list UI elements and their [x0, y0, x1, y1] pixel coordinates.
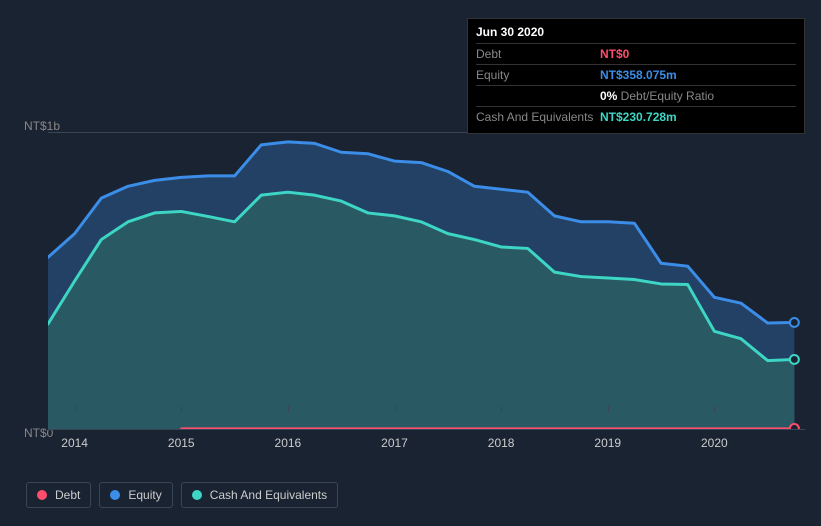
- plot-area[interactable]: [48, 132, 805, 430]
- x-axis-label: 2016: [275, 436, 302, 450]
- x-axis-label: 2014: [61, 436, 88, 450]
- x-axis-label: 2020: [701, 436, 728, 450]
- legend-item-equity[interactable]: Equity: [99, 482, 172, 508]
- x-axis-tick: [395, 406, 396, 412]
- legend-dot: [192, 490, 202, 500]
- tooltip-row-value: NT$230.728m: [600, 110, 796, 124]
- legend-item-debt[interactable]: Debt: [26, 482, 91, 508]
- chart-tooltip: Jun 30 2020 DebtNT$0EquityNT$358.075m0% …: [467, 18, 805, 134]
- x-axis-label: 2019: [594, 436, 621, 450]
- x-axis-tick: [75, 406, 76, 412]
- x-axis-tick: [608, 406, 609, 412]
- tooltip-row-label: [476, 89, 600, 103]
- x-axis-tick: [288, 406, 289, 412]
- tooltip-row-label: Cash And Equivalents: [476, 110, 600, 124]
- y-axis-label-top: NT$1b: [24, 119, 60, 133]
- x-axis-label: 2017: [381, 436, 408, 450]
- legend-label: Debt: [55, 488, 80, 502]
- x-axis: 2014 2015 2016 2017 2018 2019 2020: [48, 436, 805, 460]
- legend-label: Equity: [128, 488, 161, 502]
- chart-svg: [48, 133, 805, 429]
- x-axis-label: 2015: [168, 436, 195, 450]
- tooltip-row-label: Equity: [476, 68, 600, 82]
- x-axis-label: 2018: [488, 436, 515, 450]
- tooltip-row: EquityNT$358.075m: [476, 64, 796, 85]
- tooltip-row-value: NT$0: [600, 47, 796, 61]
- tooltip-row: DebtNT$0: [476, 43, 796, 64]
- tooltip-row: 0% Debt/Equity Ratio: [476, 85, 796, 106]
- x-axis-tick: [501, 406, 502, 412]
- legend-dot: [37, 490, 47, 500]
- tooltip-row-value: NT$358.075m: [600, 68, 796, 82]
- legend-label: Cash And Equivalents: [210, 488, 327, 502]
- tooltip-row-label: Debt: [476, 47, 600, 61]
- legend-item-cash-and-equivalents[interactable]: Cash And Equivalents: [181, 482, 338, 508]
- debt-equity-chart: NT$1b NT$0 2014201520162017201820192020: [16, 120, 805, 460]
- legend-dot: [110, 490, 120, 500]
- tooltip-date: Jun 30 2020: [476, 25, 796, 43]
- legend: Debt Equity Cash And Equivalents: [26, 482, 338, 508]
- x-axis-tick: [181, 406, 182, 412]
- x-axis-tick: [714, 406, 715, 412]
- tooltip-row: Cash And EquivalentsNT$230.728m: [476, 106, 796, 127]
- tooltip-row-value: 0% Debt/Equity Ratio: [600, 89, 796, 103]
